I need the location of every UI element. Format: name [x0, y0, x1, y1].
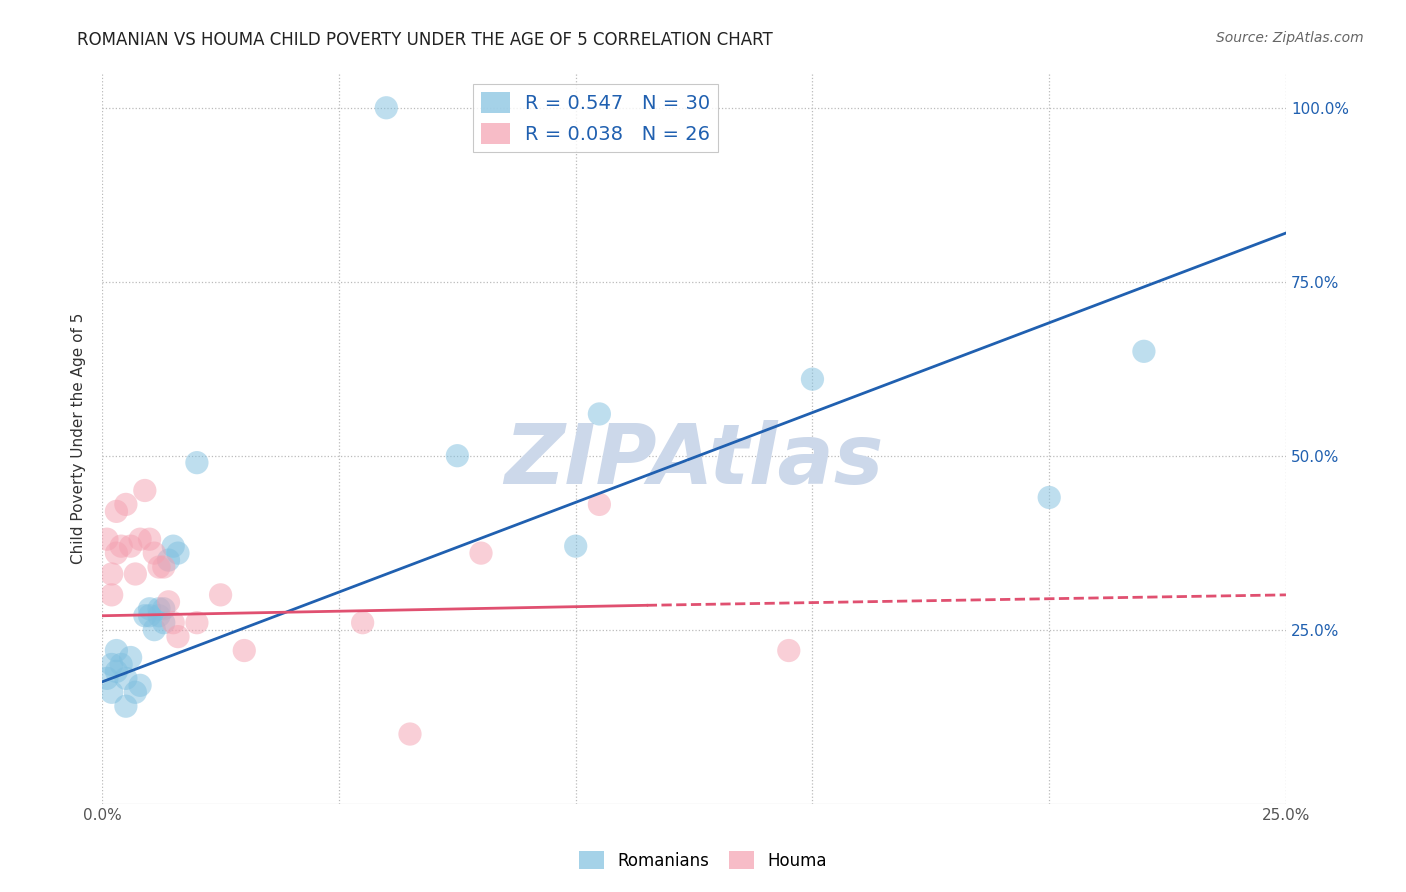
- Point: [100, 685, 122, 699]
- Point: [564, 539, 586, 553]
- Point: [105, 643, 128, 657]
- Legend: R = 0.547   N = 30, R = 0.038   N = 26: R = 0.547 N = 30, R = 0.038 N = 26: [472, 84, 718, 152]
- Point: [1038, 491, 1060, 505]
- Point: [588, 407, 610, 421]
- Point: [152, 601, 174, 615]
- Point: [148, 608, 170, 623]
- Point: [1133, 344, 1156, 359]
- Point: [588, 497, 610, 511]
- Point: [134, 608, 156, 623]
- Point: [96, 672, 118, 686]
- Point: [138, 601, 160, 615]
- Point: [157, 595, 180, 609]
- Point: [375, 101, 398, 115]
- Point: [157, 553, 180, 567]
- Point: [352, 615, 374, 630]
- Point: [152, 560, 174, 574]
- Point: [148, 601, 170, 615]
- Point: [233, 643, 256, 657]
- Point: [110, 657, 132, 672]
- Point: [129, 678, 152, 692]
- Legend: Romanians, Houma: Romanians, Houma: [572, 845, 834, 877]
- Point: [124, 685, 146, 699]
- Point: [120, 650, 142, 665]
- Point: [470, 546, 492, 560]
- Point: [152, 615, 174, 630]
- Text: ROMANIAN VS HOUMA CHILD POVERTY UNDER THE AGE OF 5 CORRELATION CHART: ROMANIAN VS HOUMA CHILD POVERTY UNDER TH…: [77, 31, 773, 49]
- Point: [209, 588, 232, 602]
- Point: [105, 546, 128, 560]
- Y-axis label: Child Poverty Under the Age of 5: Child Poverty Under the Age of 5: [72, 312, 86, 564]
- Point: [105, 504, 128, 518]
- Point: [134, 483, 156, 498]
- Point: [115, 699, 138, 714]
- Point: [186, 456, 208, 470]
- Point: [124, 566, 146, 581]
- Point: [100, 566, 122, 581]
- Point: [148, 560, 170, 574]
- Text: ZIPAtlas: ZIPAtlas: [505, 420, 884, 500]
- Point: [801, 372, 824, 386]
- Text: Source: ZipAtlas.com: Source: ZipAtlas.com: [1216, 31, 1364, 45]
- Point: [120, 539, 142, 553]
- Point: [167, 630, 190, 644]
- Point: [143, 546, 166, 560]
- Point: [115, 672, 138, 686]
- Point: [186, 615, 208, 630]
- Point: [105, 665, 128, 679]
- Point: [138, 532, 160, 546]
- Point: [100, 588, 122, 602]
- Point: [446, 449, 468, 463]
- Point: [162, 539, 184, 553]
- Point: [167, 546, 190, 560]
- Point: [100, 657, 122, 672]
- Point: [129, 532, 152, 546]
- Point: [115, 497, 138, 511]
- Point: [778, 643, 800, 657]
- Point: [399, 727, 422, 741]
- Point: [143, 623, 166, 637]
- Point: [162, 615, 184, 630]
- Point: [96, 532, 118, 546]
- Point: [138, 608, 160, 623]
- Point: [110, 539, 132, 553]
